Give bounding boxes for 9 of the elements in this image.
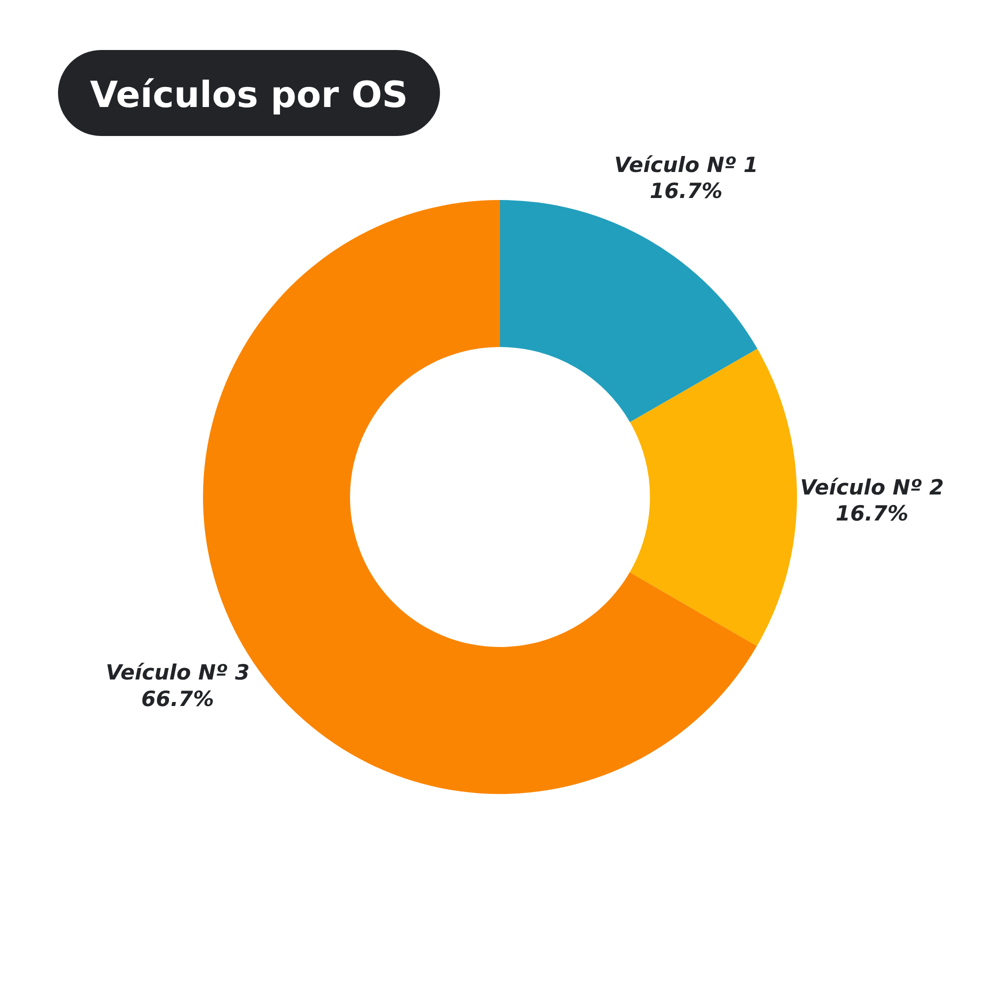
donut-slice (500, 200, 758, 422)
slice-label: Veículo Nº 1 (614, 152, 758, 177)
donut-slice (630, 348, 797, 646)
slice-label: Veículo Nº 2 (800, 475, 944, 500)
chart-title: Veículos por OS (90, 75, 408, 116)
data-label: 16.7% (836, 502, 908, 526)
data-label: 16.7% (650, 179, 723, 204)
slice-label: Veículo Nº 3 (106, 660, 250, 685)
data-label: 66.7% (141, 686, 214, 711)
